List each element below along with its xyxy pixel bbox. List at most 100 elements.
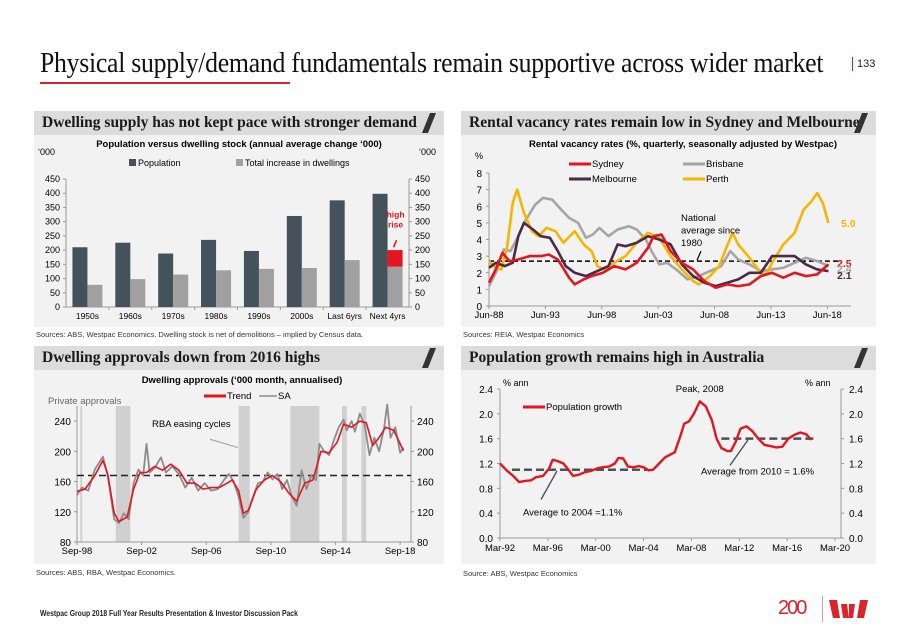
- y-tick-label-right: 0.4: [849, 509, 863, 520]
- y-tick-label-right: 120: [417, 508, 434, 519]
- legend-label: Total increase in dwellings: [245, 158, 350, 168]
- y-tick-label-right: 1.2: [849, 460, 863, 471]
- panel-dwelling-approvals: Dwelling approvals down from 2016 highs …: [34, 346, 444, 564]
- slash-icon: [854, 113, 868, 133]
- chart-population: % ann % ann 0.0 0.0 0.4 0.4 0.8 0.8 1.2 1.2 1.6 1.6…: [479, 378, 863, 554]
- bar-total-increase-in-dwellings: [344, 260, 360, 307]
- annotation-high-rise: rise: [388, 219, 403, 229]
- x-tick-label: 1980s: [204, 311, 227, 321]
- source-note: Source: ABS, Westpac Economics: [463, 569, 578, 578]
- panel-title: Rental vacancy rates remain low in Sydne…: [469, 114, 860, 131]
- panel-dwelling-supply: Dwelling supply has not kept pace with s…: [34, 111, 444, 327]
- bar-population: [329, 200, 345, 307]
- y-tick-label-left: 120: [54, 508, 71, 519]
- y-tick-label: 8: [476, 169, 482, 180]
- chart-title: Dwelling approvals (‘000 month, annualis…: [142, 375, 343, 386]
- x-tick-label: Mar-00: [581, 543, 611, 554]
- y-tick-label-right: 300: [415, 217, 430, 227]
- x-tick-label: Jun-18: [813, 310, 842, 321]
- y-tick-label-left: 50: [50, 288, 60, 298]
- y-tick-label: 5: [476, 219, 482, 230]
- x-tick-label: 1950s: [76, 311, 99, 321]
- rba-easing-shade: [341, 406, 347, 542]
- x-tick-label: Jun-08: [700, 310, 729, 321]
- y-tick-label-right: 80: [417, 538, 429, 549]
- panel-title: Population growth remains high in Austra…: [469, 349, 765, 366]
- source-note: Sources: ABS, RBA, Westpac Economics.: [36, 568, 176, 577]
- source-note: Sources: ABS, Westpac Economics. Dwellin…: [36, 330, 364, 339]
- y-tick-label-left: 450: [45, 174, 60, 184]
- x-tick-label: 1990s: [247, 311, 270, 321]
- series-line-melbourne: [488, 221, 829, 288]
- x-tick-label: Sep-98: [62, 546, 93, 557]
- end-label-perth: 5.0: [841, 218, 856, 230]
- logo-divider: [822, 596, 823, 622]
- chart-vacancy: Rental vacancy rates (%, quarterly, seas…: [474, 139, 856, 321]
- y-tick-label-right: 200: [415, 245, 430, 255]
- x-tick-label: Mar-08: [676, 543, 706, 554]
- legend-label: Perth: [706, 174, 729, 185]
- x-tick-label: Sep-10: [256, 546, 287, 557]
- bar-total-increase-in-dwellings: [301, 268, 317, 307]
- y-tick-label-left: 2.0: [479, 410, 493, 421]
- annotation-national-average: National: [681, 213, 716, 224]
- annotation-average-from-2010: Average from 2010 = 1.6%: [701, 467, 815, 478]
- westpac-logo-icon: [829, 600, 868, 618]
- bar-total-increase-in-dwellings: [173, 274, 189, 307]
- y-tick-label-left: 250: [45, 231, 60, 241]
- y-tick-label-right: 0.8: [849, 484, 863, 495]
- y-tick-label-left: 150: [45, 259, 60, 269]
- y-tick-label-right: 1.6: [849, 435, 863, 446]
- title-underline: [40, 82, 290, 84]
- chart-approvals: Dwelling approvals (‘000 month, annualis…: [48, 375, 434, 557]
- y-tick-label-left: 200: [45, 245, 60, 255]
- x-tick-label: Sep-14: [320, 546, 351, 557]
- y-tick-label: 7: [476, 186, 482, 197]
- legend-label: Population: [138, 158, 181, 168]
- series-line-brisbane: [487, 196, 829, 287]
- x-tick-label: Mar-96: [533, 543, 563, 554]
- annotation-pointer: [696, 250, 702, 261]
- y-tick-label: 1: [476, 285, 482, 296]
- annotation-average-to-2004: Average to 2004 =1.1%: [523, 508, 623, 519]
- chart-supply: Population versus dwelling stock (annual…: [38, 139, 436, 321]
- source-note: Sources: REIA, Westpac Economics: [463, 330, 585, 339]
- y-axis-unit-left: ‘000: [38, 147, 55, 157]
- y-tick-label-right: 200: [417, 447, 434, 458]
- y-tick-label-right: 0.0: [849, 534, 863, 545]
- annotation-pointer: [729, 439, 749, 466]
- end-label-brisbane: 2.4: [837, 264, 852, 276]
- y-tick-label: 4: [476, 236, 482, 247]
- series-line-population-growth: [499, 400, 813, 484]
- annotation-national-average: average since: [681, 226, 740, 237]
- slash-icon: [422, 113, 436, 133]
- y-tick-label-left: 160: [54, 478, 71, 489]
- y-tick-label-right: 160: [417, 478, 434, 489]
- x-tick-label: Mar-12: [724, 543, 754, 554]
- bar-population: [72, 247, 88, 307]
- y-tick-label-left: 1.6: [479, 435, 493, 446]
- panel-title: Dwelling approvals down from 2016 highs: [42, 349, 321, 366]
- page-title: Physical supply/demand fundamentals rema…: [40, 48, 824, 79]
- annotation-pointer: [209, 438, 239, 449]
- y-tick-label-left: 1.2: [479, 460, 493, 471]
- y-tick-label-right: 50: [415, 288, 425, 298]
- panel-rental-vacancy: Rental vacancy rates remain low in Sydne…: [461, 111, 876, 327]
- rba-easing-shade: [115, 406, 131, 542]
- footer-text: Westpac Group 2018 Full Year Results Pre…: [40, 609, 298, 618]
- y-tick-label-right: 2.4: [849, 385, 863, 396]
- annotation-high-rise: high: [387, 209, 405, 219]
- y-tick-label-right: 350: [415, 202, 430, 212]
- y-tick-label-right: 100: [415, 274, 430, 284]
- bar-population: [201, 239, 217, 307]
- y-tick-label: 2: [476, 269, 482, 280]
- y-tick-label-right: 400: [415, 188, 430, 198]
- annotation-peak: Peak, 2008: [676, 384, 724, 395]
- y-axis-unit-left: % ann: [503, 378, 529, 388]
- x-tick-label: Jun-88: [474, 310, 503, 321]
- x-tick-label: Sep-06: [191, 546, 222, 557]
- panel-population-growth: Population growth remains high in Austra…: [461, 346, 876, 564]
- page-number: 133: [852, 57, 875, 71]
- bar-high-rise: [387, 250, 403, 267]
- legend-label: Population growth: [546, 402, 622, 413]
